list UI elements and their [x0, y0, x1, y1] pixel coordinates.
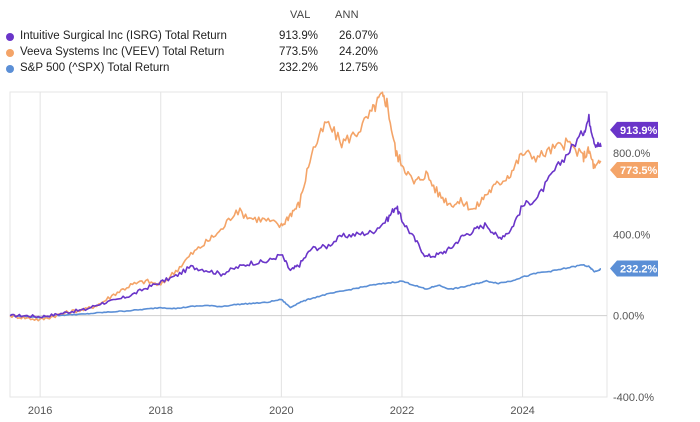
series-line — [9, 113, 602, 319]
end-label-text: 773.5% — [620, 165, 658, 177]
end-label-tag — [610, 121, 658, 138]
end-label-text: 913.9% — [620, 125, 658, 137]
end-label-tag — [610, 260, 658, 277]
legend-val-isrg: 913.9% — [278, 30, 318, 42]
legend-row-isrg[interactable]: Intuitive Surgical Inc (ISRG) Total Retu… — [0, 29, 380, 45]
plot-frame — [9, 91, 608, 398]
legend-val-veev: 773.5% — [278, 46, 318, 58]
end-label-text: 232.2% — [620, 263, 658, 275]
y-tick-label: 400.0% — [613, 229, 651, 241]
x-tick-label: 2024 — [510, 405, 534, 417]
legend-dot-isrg — [6, 33, 14, 41]
legend-name-veev: Veeva Systems Inc (VEEV) Total Return — [20, 46, 225, 58]
legend-name-spx: S&P 500 (^SPX) Total Return — [20, 62, 170, 74]
x-tick-label: 2018 — [149, 405, 173, 417]
y-tick-label: 0.00% — [613, 311, 644, 323]
series-line — [9, 264, 601, 319]
legend-col-ann: ANN — [335, 9, 359, 21]
legend-row-veev[interactable]: Veeva Systems Inc (VEEV) Total Return 77… — [0, 45, 380, 61]
y-tick-label: -400.0% — [613, 392, 654, 404]
x-tick-label: 2022 — [390, 405, 414, 417]
legend-col-val: VAL — [290, 9, 311, 21]
series-line — [9, 91, 602, 322]
x-tick-label: 2020 — [269, 405, 293, 417]
y-tick-label: 800.0% — [613, 148, 651, 160]
x-tick-label: 2016 — [28, 405, 52, 417]
legend-ann-veev: 24.20% — [338, 46, 378, 58]
end-label-tag — [610, 162, 658, 178]
legend-dot-veev — [6, 49, 14, 57]
legend-ann-spx: 12.75% — [338, 62, 378, 74]
legend-name-isrg: Intuitive Surgical Inc (ISRG) Total Retu… — [20, 30, 227, 42]
legend: VAL ANN Intuitive Surgical Inc (ISRG) To… — [0, 0, 380, 85]
legend-dot-spx — [6, 65, 14, 73]
legend-ann-isrg: 26.07% — [338, 30, 378, 42]
legend-val-spx: 232.2% — [278, 62, 318, 74]
legend-row-spx[interactable]: S&P 500 (^SPX) Total Return 232.2% 12.75… — [0, 61, 380, 77]
